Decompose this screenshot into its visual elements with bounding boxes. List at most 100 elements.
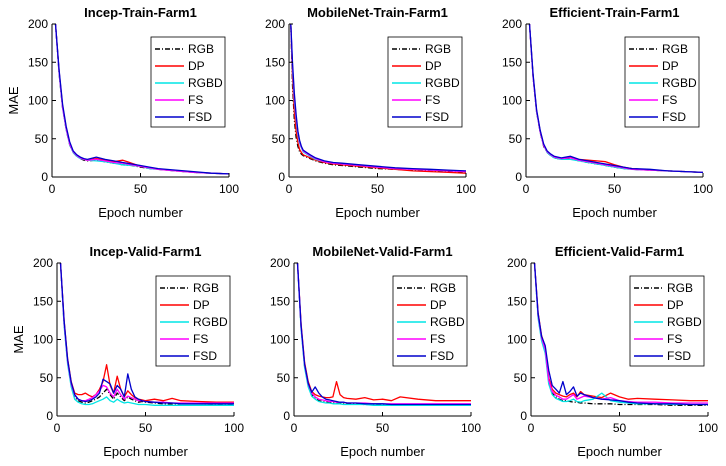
legend-label-fsd: FSD	[430, 349, 454, 363]
series-lines	[533, 263, 708, 406]
chart-panel-3: Efficient-Train-Farm1 0 50 100 150 200 0 50 100 E…	[502, 5, 713, 220]
y-tick-label: 100	[265, 94, 285, 108]
series-lines	[290, 24, 466, 174]
y-tick-label: 200	[270, 256, 290, 270]
legend-label-rgb: RGB	[667, 281, 693, 295]
x-axis-label: Epoch number	[335, 205, 420, 220]
y-axis-label: MAE	[6, 86, 21, 115]
x-tick-label: 100	[224, 421, 244, 435]
series-line-fs	[533, 263, 708, 404]
y-tick-label: 0	[283, 409, 290, 423]
y-tick-label: 100	[33, 333, 53, 347]
y-tick-label: 150	[265, 55, 285, 69]
x-tick-label: 50	[613, 421, 627, 435]
legend: RGB DP RGBD FS FSD	[387, 36, 463, 128]
legend-box	[624, 36, 700, 128]
legend-label-rgb: RGB	[188, 42, 214, 56]
y-tick-label: 0	[515, 170, 522, 184]
series-lines	[296, 263, 471, 406]
chart-title: Incep-Valid-Farm1	[90, 244, 202, 259]
series-line-fsd	[533, 263, 708, 406]
series-line-fsd	[54, 24, 229, 175]
legend-label-fsd: FSD	[188, 110, 212, 124]
legend: RGB DP RGBD FS FSD	[624, 36, 700, 128]
series-lines	[528, 24, 703, 174]
legend: RGB DP RGBD FS FSD	[155, 275, 231, 367]
x-tick-label: 0	[286, 182, 293, 196]
legend-label-rgbd: RGBD	[193, 315, 228, 329]
x-axis-label: Epoch number	[340, 444, 425, 459]
series-line-rgb	[290, 24, 466, 174]
chart-title: MobileNet-Valid-Farm1	[312, 244, 452, 259]
y-tick-label: 50	[272, 132, 286, 146]
legend-label-rgbd: RGBD	[430, 315, 465, 329]
y-tick-label: 150	[33, 294, 53, 308]
legend-label-fs: FS	[188, 93, 203, 107]
legend-label-rgb: RGB	[193, 281, 219, 295]
x-tick-label: 0	[528, 421, 535, 435]
y-tick-label: 100	[507, 333, 527, 347]
y-tick-label: 50	[40, 371, 54, 385]
x-axis-label: Epoch number	[572, 205, 657, 220]
x-tick-label: 100	[456, 182, 476, 196]
legend: RGB DP RGBD FS FSD	[392, 275, 468, 367]
x-tick-label: 0	[291, 421, 298, 435]
legend: RGB DP RGBD FS FSD	[629, 275, 705, 367]
chart-panel-4: Incep-Valid-Farm1 0 50 100 150 200 0 50 100 Epoch…	[11, 244, 244, 459]
legend-label-fs: FS	[425, 93, 440, 107]
series-line-fsd	[528, 24, 703, 174]
legend-box	[387, 36, 463, 128]
x-tick-label: 50	[139, 421, 153, 435]
legend-label-rgb: RGB	[662, 42, 688, 56]
y-tick-label: 0	[41, 170, 48, 184]
chart-panel-1: Incep-Train-Farm1 0 50 100 150 200 0 50 100 Epoch…	[6, 5, 239, 220]
x-tick-label: 100	[698, 421, 718, 435]
chart-title: Incep-Train-Farm1	[84, 5, 197, 20]
chart-title: MobileNet-Train-Farm1	[307, 5, 448, 20]
legend-label-rgbd: RGBD	[662, 76, 697, 90]
series-line-rgbd	[533, 263, 708, 406]
legend-label-dp: DP	[425, 59, 442, 73]
y-tick-label: 200	[28, 17, 48, 31]
legend-label-fs: FS	[193, 332, 208, 346]
series-line-dp	[59, 263, 234, 403]
chart-title: Efficient-Train-Farm1	[549, 5, 679, 20]
legend-label-dp: DP	[188, 59, 205, 73]
legend-label-dp: DP	[430, 298, 447, 312]
legend-box	[150, 36, 226, 128]
chart-panel-2: MobileNet-Train-Farm1 0 50 100 150 200 0 50 100 E…	[265, 5, 476, 220]
y-tick-label: 0	[46, 409, 53, 423]
legend-label-fsd: FSD	[193, 349, 217, 363]
series-lines	[59, 263, 234, 406]
legend-label-fsd: FSD	[662, 110, 686, 124]
x-axis-label: Epoch number	[98, 205, 183, 220]
legend: RGB DP RGBD FS FSD	[150, 36, 226, 128]
legend-label-fs: FS	[430, 332, 445, 346]
x-axis-label: Epoch number	[103, 444, 188, 459]
series-line-rgbd	[296, 263, 471, 406]
y-tick-label: 50	[277, 371, 291, 385]
legend-box	[155, 275, 231, 367]
x-axis-label: Epoch number	[577, 444, 662, 459]
y-tick-label: 100	[28, 94, 48, 108]
y-tick-label: 0	[520, 409, 527, 423]
y-tick-label: 200	[507, 256, 527, 270]
chart-panel-5: MobileNet-Valid-Farm1 0 50 100 150 200 0 50 100 E…	[270, 244, 481, 459]
legend-label-fsd: FSD	[425, 110, 449, 124]
series-line-fsd	[59, 263, 234, 405]
legend-label-dp: DP	[662, 59, 679, 73]
y-tick-label: 50	[509, 132, 523, 146]
y-tick-label: 50	[35, 132, 49, 146]
y-tick-label: 200	[265, 17, 285, 31]
x-tick-label: 0	[54, 421, 61, 435]
legend-label-dp: DP	[667, 298, 684, 312]
series-line-rgb	[59, 263, 234, 406]
legend-label-rgb: RGB	[425, 42, 451, 56]
y-tick-label: 50	[514, 371, 528, 385]
series-line-fsd	[290, 24, 466, 172]
legend-label-rgb: RGB	[430, 281, 456, 295]
y-axis-label: MAE	[11, 325, 26, 354]
legend-label-fs: FS	[667, 332, 682, 346]
series-lines	[54, 24, 229, 175]
chart-title: Efficient-Valid-Farm1	[555, 244, 684, 259]
